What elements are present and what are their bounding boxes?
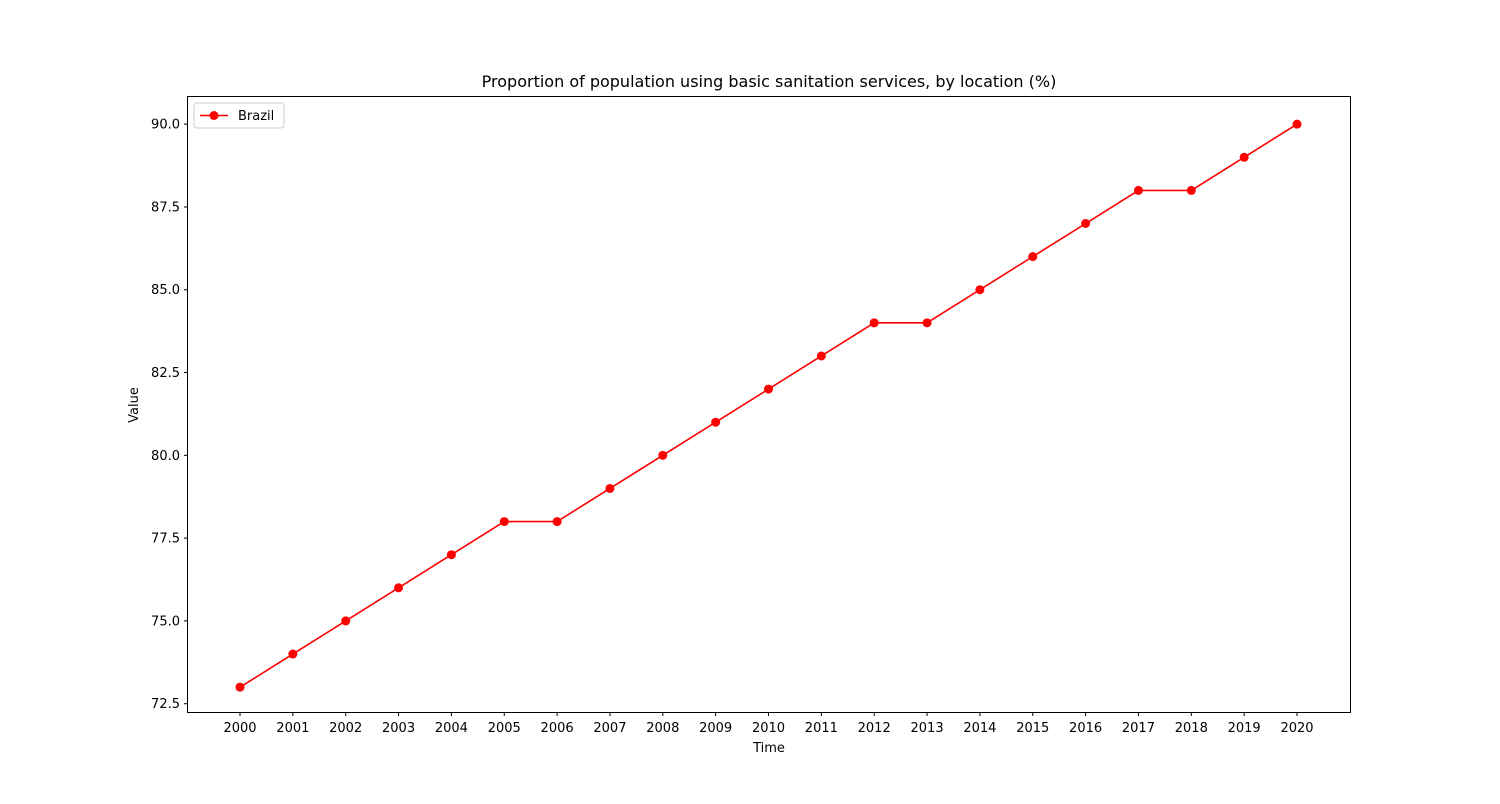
data-point (764, 384, 773, 394)
legend-marker (209, 111, 219, 120)
y-tick-label: 82.5 (151, 366, 180, 381)
data-point (1133, 185, 1143, 195)
data-point (1081, 219, 1091, 229)
y-tick-label: 85.0 (151, 283, 180, 298)
data-point (499, 517, 509, 527)
data-point (869, 318, 879, 328)
y-axis-label: Value (127, 387, 142, 423)
data-point (1186, 185, 1196, 195)
x-tick-label: 2020 (1280, 721, 1313, 736)
data-point (446, 550, 456, 560)
data-point (552, 517, 562, 527)
plot-series (235, 119, 1302, 692)
x-tick-label: 2018 (1175, 721, 1208, 736)
x-tick-label: 2011 (805, 721, 838, 736)
data-point (658, 450, 668, 460)
x-tick-label: 2001 (276, 721, 309, 736)
data-point (1028, 252, 1038, 262)
x-axis: 2000 2001 2002 2003 2004 2005 2006 2007 2008 2009… (223, 712, 1314, 736)
data-point (235, 682, 245, 692)
data-point (1239, 152, 1249, 162)
y-tick-label: 87.5 (151, 200, 180, 215)
x-tick-label: 2006 (541, 721, 574, 736)
data-point (922, 318, 932, 328)
x-tick-label: 2010 (752, 721, 785, 736)
x-tick-label: 2017 (1122, 721, 1155, 736)
x-tick-label: 2019 (1228, 721, 1261, 736)
data-point (1292, 119, 1302, 129)
x-tick-label: 2014 (963, 721, 996, 736)
y-tick-label: 80.0 (151, 449, 180, 464)
y-tick-label: 77.5 (151, 532, 180, 547)
x-tick-label: 2008 (646, 721, 679, 736)
data-point (288, 649, 298, 659)
x-axis-label: Time (752, 741, 785, 756)
x-tick-label: 2003 (382, 721, 415, 736)
y-tick-label: 72.5 (151, 697, 180, 712)
legend-box (193, 102, 285, 129)
x-tick-label: 2015 (1016, 721, 1049, 736)
data-point (816, 351, 826, 361)
x-tick-label: 2016 (1069, 721, 1102, 736)
data-point (605, 483, 615, 493)
x-tick-label: 2007 (593, 721, 626, 736)
x-tick-label: 2002 (329, 721, 362, 736)
plot-frame (187, 96, 1351, 713)
data-point (394, 583, 404, 593)
x-tick-label: 2012 (858, 721, 891, 736)
legend: Brazil (193, 102, 285, 129)
x-tick-label: 2005 (488, 721, 521, 736)
y-tick-label: 90.0 (151, 118, 180, 133)
data-point (711, 417, 721, 427)
y-axis: 72.5 75.0 77.5 80.0 82.5 85.0 87.5 90.0 (151, 118, 188, 712)
chart-title: Proportion of population using basic san… (482, 72, 1057, 91)
x-tick-label: 2009 (699, 721, 732, 736)
data-point (341, 616, 351, 626)
y-tick-label: 75.0 (151, 614, 180, 629)
legend-label: Brazil (238, 109, 274, 124)
x-tick-label: 2000 (223, 721, 256, 736)
data-point (975, 285, 985, 295)
x-tick-label: 2004 (435, 721, 468, 736)
x-tick-label: 2013 (911, 721, 944, 736)
